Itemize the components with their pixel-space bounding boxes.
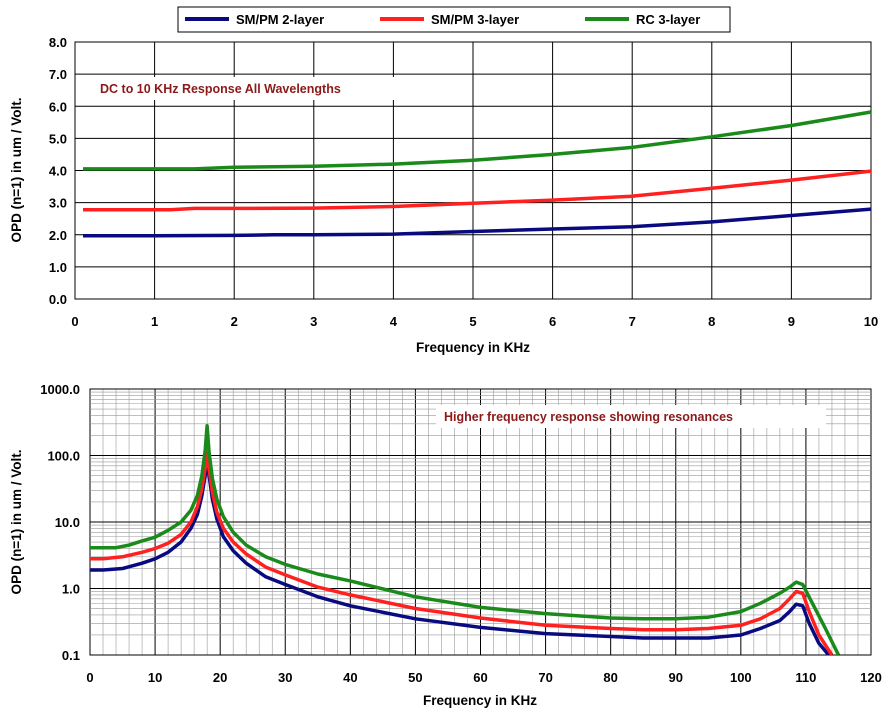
- y-tick-label: 100.0: [47, 449, 80, 464]
- series-line-sm-pm-2-layer: [83, 207, 872, 238]
- x-tick-label: 9: [788, 314, 795, 329]
- chart-top: 0 1 2 3 4 5 6 7 8 9 100.01.02.03.04.05.06.07.08.0 …: [9, 35, 878, 355]
- x-tick-label: 70: [538, 670, 552, 685]
- x-tick-label: 60: [473, 670, 487, 685]
- x-tick-label: 40: [343, 670, 357, 685]
- series-group-bottom: [90, 424, 841, 655]
- x-tick-label: 1: [151, 314, 158, 329]
- y-tick-label: 4.0: [49, 164, 67, 179]
- legend-box: [177, 6, 731, 33]
- x-tick-label: 50: [408, 670, 422, 685]
- chart-bottom: 0 10 20 30 40 50 60 70 80 90 100 110 120 0.1 1.0 10.0 10…: [9, 382, 882, 708]
- ticks-bottom: 0 10 20 30 40 50 60 70 80 90 100 110 120 0.1 1.0 10.0 10…: [40, 382, 882, 685]
- x-tick-label: 2: [231, 314, 238, 329]
- x-tick-label: 8: [708, 314, 715, 329]
- y-tick-label: 1.0: [62, 582, 80, 597]
- legend-label-0: SM/PM 2-layer: [236, 12, 324, 27]
- y-tick-label: 1000.0: [40, 382, 80, 397]
- annotation-top: DC to 10 KHz Response All Wavelengths: [100, 82, 341, 96]
- x-tick-label: 3: [310, 314, 317, 329]
- x-tick-label: 110: [795, 670, 816, 685]
- y-axis-label-top: OPD (n=1) in um / Volt.: [9, 98, 24, 243]
- x-tick-label: 120: [860, 670, 882, 685]
- series-group-top: [83, 110, 872, 238]
- legend-label-1: SM/PM 3-layer: [431, 12, 519, 27]
- annotation-bottom: Higher frequency response showing resona…: [444, 410, 733, 424]
- legend: SM/PM 2-layer SM/PM 3-layer RC 3-layer: [177, 6, 731, 33]
- ticks-top: 0 1 2 3 4 5 6 7 8 9 10 0.0 1.0 2.0 3.0 4.0 5.0 6.0 7.0 8.0: [49, 35, 878, 329]
- x-tick-label: 10: [148, 670, 162, 685]
- x-tick-label: 7: [629, 314, 636, 329]
- series-line-sm-pm-3-layer: [90, 450, 834, 655]
- y-tick-label: 3.0: [49, 196, 67, 211]
- x-tick-label: 5: [469, 314, 476, 329]
- x-tick-label: 10: [864, 314, 878, 329]
- x-tick-label: 0: [71, 314, 78, 329]
- x-tick-label: 90: [669, 670, 683, 685]
- series-line-rc-3-layer: [90, 424, 841, 655]
- series-line-rc-3-layer: [83, 110, 872, 171]
- y-tick-label: 10.0: [55, 515, 80, 530]
- y-tick-label: 6.0: [49, 99, 67, 114]
- x-tick-label: 80: [603, 670, 617, 685]
- series-line-sm-pm-3-layer: [83, 169, 872, 212]
- y-tick-label: 1.0: [49, 260, 67, 275]
- y-tick-label: 8.0: [49, 35, 67, 50]
- series-line-sm-pm-2-layer: [90, 456, 831, 655]
- annotation-box-bottom: [436, 405, 826, 428]
- x-tick-label: 30: [278, 670, 292, 685]
- y-tick-label: 0.0: [49, 292, 67, 307]
- y-axis-label-bottom: OPD (n=1) in um / Volt.: [9, 450, 24, 595]
- y-tick-label: 7.0: [49, 67, 67, 82]
- annotation-box-top: [92, 77, 400, 100]
- x-tick-label: 4: [390, 314, 398, 329]
- x-axis-label-bottom: Frequency in KHz: [423, 693, 537, 708]
- y-tick-label: 2.0: [49, 228, 67, 243]
- x-axis-label-top: Frequency in KHz: [416, 340, 530, 355]
- x-tick-label: 0: [86, 670, 93, 685]
- y-tick-label: 5.0: [49, 131, 67, 146]
- x-tick-label: 20: [213, 670, 227, 685]
- x-tick-label: 6: [549, 314, 556, 329]
- y-tick-label: 0.1: [62, 648, 80, 663]
- legend-label-2: RC 3-layer: [636, 12, 700, 27]
- x-tick-label: 100: [730, 670, 752, 685]
